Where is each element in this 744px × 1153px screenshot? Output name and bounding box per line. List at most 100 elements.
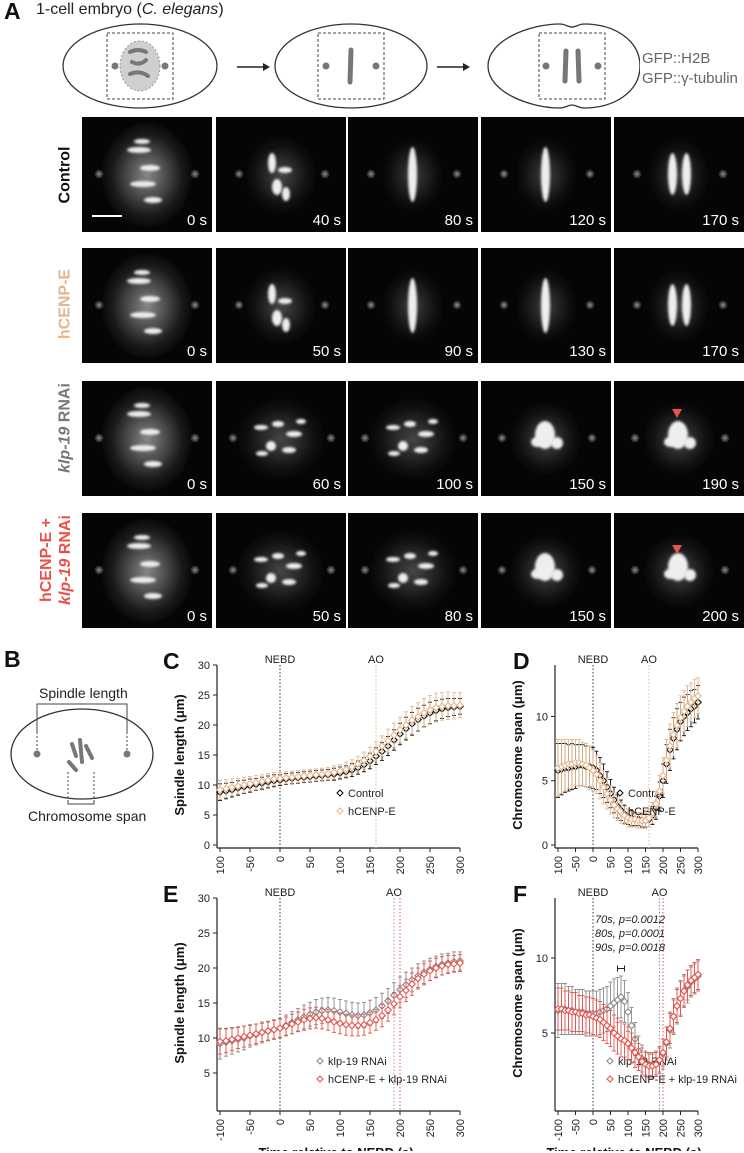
data-point (676, 994, 685, 1003)
x-tick-label: 50 (305, 1119, 317, 1131)
x-tick-label: 100 (335, 856, 347, 874)
x-tick-label: 300 (693, 1119, 705, 1137)
timestamp: 190 s (702, 476, 739, 493)
p-value-annotation: 80s, p=0.0001 (595, 928, 665, 940)
x-tick-label: 200 (658, 1119, 670, 1137)
data-point (662, 756, 671, 765)
chart-f-chromosome-span: 5 10 -100 -50 0 50 100 150 200 250 300 Time relativ… (510, 887, 737, 1151)
x-tick-label: 300 (455, 1119, 467, 1137)
x-tick-label: 200 (658, 856, 670, 874)
data-point (282, 1022, 290, 1031)
p-value-annotation: 90s, p=0.0018 (595, 942, 666, 954)
data-point (240, 781, 248, 789)
x-tick-label: 150 (365, 1119, 377, 1137)
x-tick-label: 250 (425, 856, 437, 874)
data-point (659, 771, 667, 780)
event-marker-label: AO (652, 887, 668, 899)
data-point (408, 980, 416, 989)
data-point (324, 769, 332, 778)
data-point (648, 808, 657, 817)
x-tick-label: 100 (623, 1119, 635, 1137)
data-point (652, 1060, 660, 1069)
data-point (282, 773, 290, 782)
legend-marker (616, 807, 624, 815)
micrograph-tile: 80 s (348, 117, 478, 232)
data-point (222, 1036, 230, 1045)
data-point (372, 1015, 380, 1024)
data-point (662, 1038, 671, 1046)
event-marker-label: NEBD (578, 887, 609, 899)
data-point (258, 777, 266, 786)
micrograph-tile: 120 s (481, 117, 611, 232)
x-tick-label: 250 (676, 1119, 688, 1137)
data-point (592, 770, 601, 779)
timestamp: 50 s (312, 343, 341, 360)
embryo-schematic-row (62, 23, 640, 109)
data-point (300, 772, 308, 780)
data-point (450, 959, 458, 968)
data-point (620, 811, 629, 820)
timestamp: 0 s (186, 608, 207, 625)
micrograph-tile: 190 s (614, 381, 744, 496)
legend-marker (606, 1075, 614, 1083)
data-point (360, 1020, 368, 1029)
data-point (228, 1035, 236, 1044)
data-point (655, 1056, 664, 1064)
y-tick-label: 0 (204, 840, 210, 852)
data-point (589, 766, 597, 775)
data-point (312, 1013, 320, 1022)
x-tick-label: 300 (455, 856, 467, 874)
x-tick-label: -50 (571, 1119, 583, 1135)
x-tick-label: 50 (606, 1119, 618, 1131)
x-tick-label: 50 (305, 856, 317, 868)
data-point (627, 1044, 636, 1052)
y-axis-label: Spindle length (μm) (172, 694, 187, 815)
y-tick-label: 30 (198, 893, 210, 905)
data-point (624, 1039, 632, 1048)
micrograph-tile: 60 s (216, 381, 346, 496)
timestamp: 50 s (312, 608, 341, 625)
event-marker-label: AO (386, 887, 402, 899)
legend-marker (336, 789, 344, 797)
x-tick-label: 0 (275, 856, 287, 862)
series-group (554, 677, 702, 829)
data-point (252, 1029, 260, 1038)
timestamp: 0 s (186, 212, 207, 229)
data-point (366, 752, 374, 761)
scale-bar (92, 215, 122, 217)
data-point (655, 787, 664, 795)
y-axis-label: Spindle length (μm) (172, 942, 187, 1063)
micrograph-tile: 170 s (614, 117, 744, 232)
series-group (216, 691, 464, 800)
row-label-combined: hCENP-E + klp-19 RNAi (38, 515, 74, 605)
data-point (330, 768, 338, 777)
micrograph-tile: 150 s (481, 381, 611, 496)
data-point (330, 1017, 338, 1026)
series-group (216, 951, 464, 1060)
timestamp: 150 s (569, 608, 606, 625)
y-tick-label: 0 (542, 840, 548, 852)
event-marker-label: NEBD (578, 654, 609, 666)
data-point (372, 747, 380, 756)
timestamp: 80 s (444, 212, 473, 229)
data-point (378, 1011, 386, 1020)
micrograph-tile: 130 s (481, 248, 611, 363)
data-point (634, 1053, 643, 1061)
micrograph-tile: 90 s (348, 248, 478, 363)
data-point (390, 731, 398, 740)
data-point (246, 1031, 254, 1040)
legend-marker (316, 1075, 324, 1083)
y-tick-label: 5 (204, 1068, 210, 1080)
micrograph-tile: 200 s (614, 513, 744, 628)
data-point (694, 970, 702, 979)
data-point (396, 992, 404, 1001)
data-point (246, 779, 254, 788)
arrow-1 (237, 63, 270, 71)
x-tick-label: -50 (245, 1119, 257, 1135)
data-point (234, 1034, 242, 1042)
data-point (354, 1021, 362, 1030)
timestamp: 200 s (702, 608, 739, 625)
data-point (438, 702, 446, 711)
micrograph-tile: 80 s (348, 513, 478, 628)
timestamp: 130 s (569, 343, 606, 360)
